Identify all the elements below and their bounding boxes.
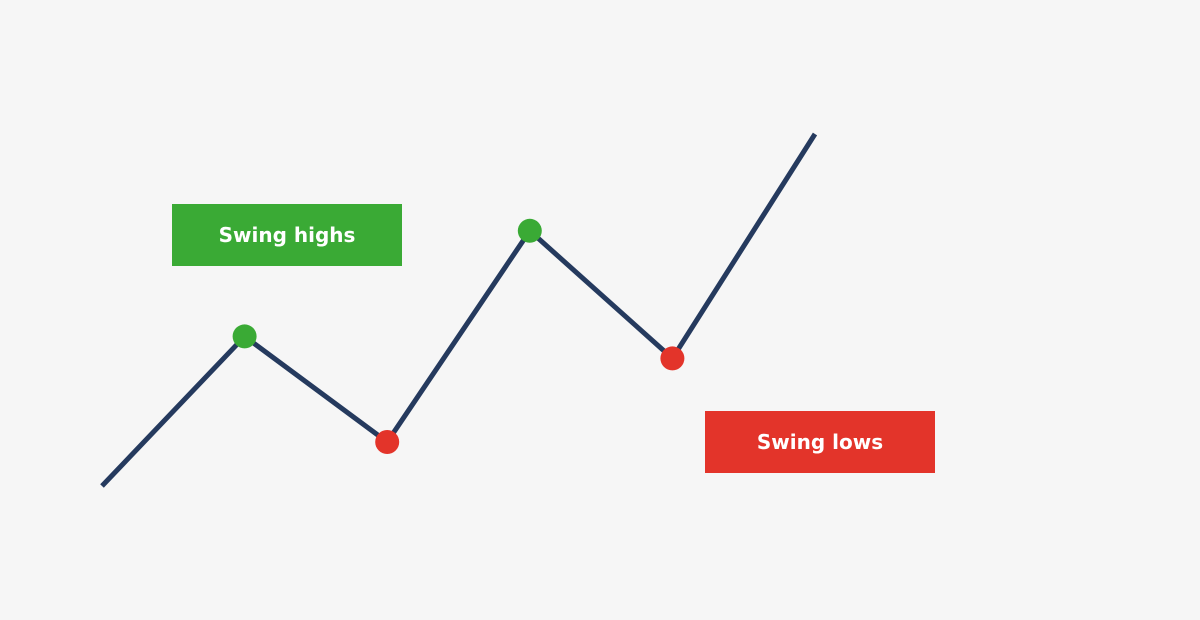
swing-high-dot <box>232 324 257 349</box>
swing-low-dot <box>660 346 685 371</box>
swing-highs-label: Swing highs <box>172 204 402 266</box>
swing-markers <box>232 218 685 454</box>
swing-lows-label: Swing lows <box>705 411 935 473</box>
swing-high-dot <box>517 218 542 243</box>
swing-low-dot <box>375 430 400 454</box>
price-line <box>100 132 818 488</box>
